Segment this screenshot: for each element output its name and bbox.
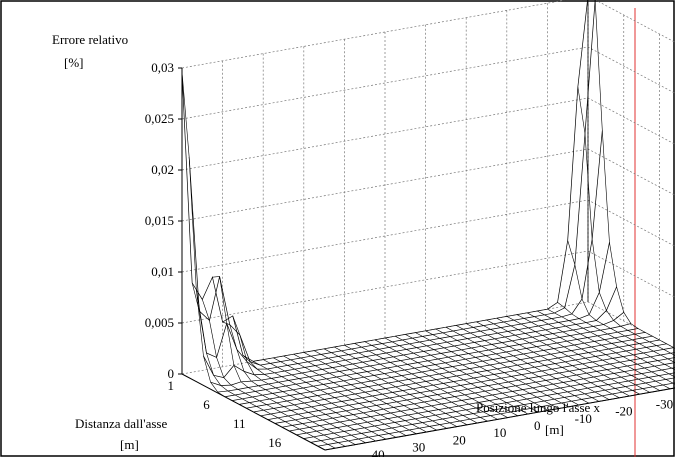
surface-col-line [242, 355, 387, 440]
surface-col-line [466, 323, 610, 400]
wall-gridline [181, 0, 675, 69]
y-tick-label: 16 [268, 435, 282, 450]
surface-layer [181, 0, 675, 451]
y-tick-label: 1 [168, 378, 175, 393]
surface-col-line [364, 341, 508, 418]
surface-col-line [334, 346, 478, 424]
surface-col-line [537, 310, 675, 385]
ticks-layer: 00,0050,010,0150,020,0250,03161116215040… [145, 60, 673, 457]
surface-col-line [496, 317, 640, 395]
z-tick-label: 0,02 [151, 162, 174, 177]
surface-col-line [303, 352, 447, 429]
x-axis-label-line1: Posizione lungo l'asse x [476, 400, 601, 415]
z-tick-label: 0,03 [151, 60, 174, 75]
surface-col-line [344, 344, 488, 422]
surface-col-line [455, 325, 600, 402]
surface-col-line [526, 312, 671, 390]
surface-col-line [283, 355, 427, 433]
surface-col-line [212, 276, 356, 445]
surface-col-line [191, 282, 336, 449]
surface-col-line [313, 350, 458, 427]
x-tick-label: 10 [493, 425, 506, 440]
surface-col-line [395, 335, 539, 413]
x-axis-label-line2: [m] [545, 422, 564, 437]
z-axis-label-line2: [%] [64, 55, 84, 70]
surface-col-line [263, 359, 407, 436]
x-tick-label: 30 [412, 440, 425, 455]
surface-col-line [222, 321, 366, 444]
y-axis-line [181, 373, 326, 451]
surface-col-line [516, 314, 661, 391]
x-tick-label: 0 [534, 418, 541, 433]
x-tick-label: -10 [575, 411, 592, 426]
surface-col-line [557, 302, 675, 371]
surface-col-line [567, 240, 675, 363]
y-axis-label-line1: Distanza dall'asse [75, 416, 167, 431]
surface-col-line [374, 339, 518, 417]
y-tick-label: 11 [233, 416, 246, 431]
surface-col-line [577, 86, 675, 356]
x-tick-label: 50 [331, 454, 344, 457]
surface-col-line [547, 308, 675, 378]
x-tick-label: 40 [372, 447, 385, 457]
surface-col-line [415, 332, 559, 409]
z-tick-label: 0,005 [145, 315, 174, 330]
z-tick-label: 0,015 [145, 213, 174, 228]
z-tick-label: 0,01 [151, 264, 174, 279]
y-tick-label: 6 [203, 397, 210, 412]
x-tick-label: -20 [615, 404, 632, 419]
y-axis-label-line2: [m] [120, 437, 139, 452]
surface-col-line [323, 348, 468, 426]
x-tick-label: -30 [656, 396, 673, 411]
surface-col-line [594, 0, 675, 349]
x-tick-label: 20 [453, 432, 466, 447]
surface-col-line [252, 361, 397, 438]
surface-col-line [273, 357, 417, 435]
surface-col-line [476, 321, 620, 399]
x-axis-line [324, 387, 675, 451]
surface-col-line [435, 328, 579, 406]
surface-col-line [445, 326, 590, 404]
surface-col-line [202, 299, 346, 447]
surface-col-line [425, 330, 569, 408]
z-tick-label: 0 [168, 366, 175, 381]
surface-col-line [384, 337, 529, 415]
surface-col-line [293, 353, 437, 431]
y-tick-label: 21 [304, 454, 317, 457]
surface-col-line [405, 334, 549, 411]
surface-col-line [354, 343, 498, 420]
surface-col-line [232, 315, 376, 442]
z-tick-label: 0,025 [145, 111, 174, 126]
surface-col-line [506, 316, 650, 393]
surface-col-line [486, 319, 630, 397]
z-axis-label-line1: Errore relativo [52, 32, 128, 47]
